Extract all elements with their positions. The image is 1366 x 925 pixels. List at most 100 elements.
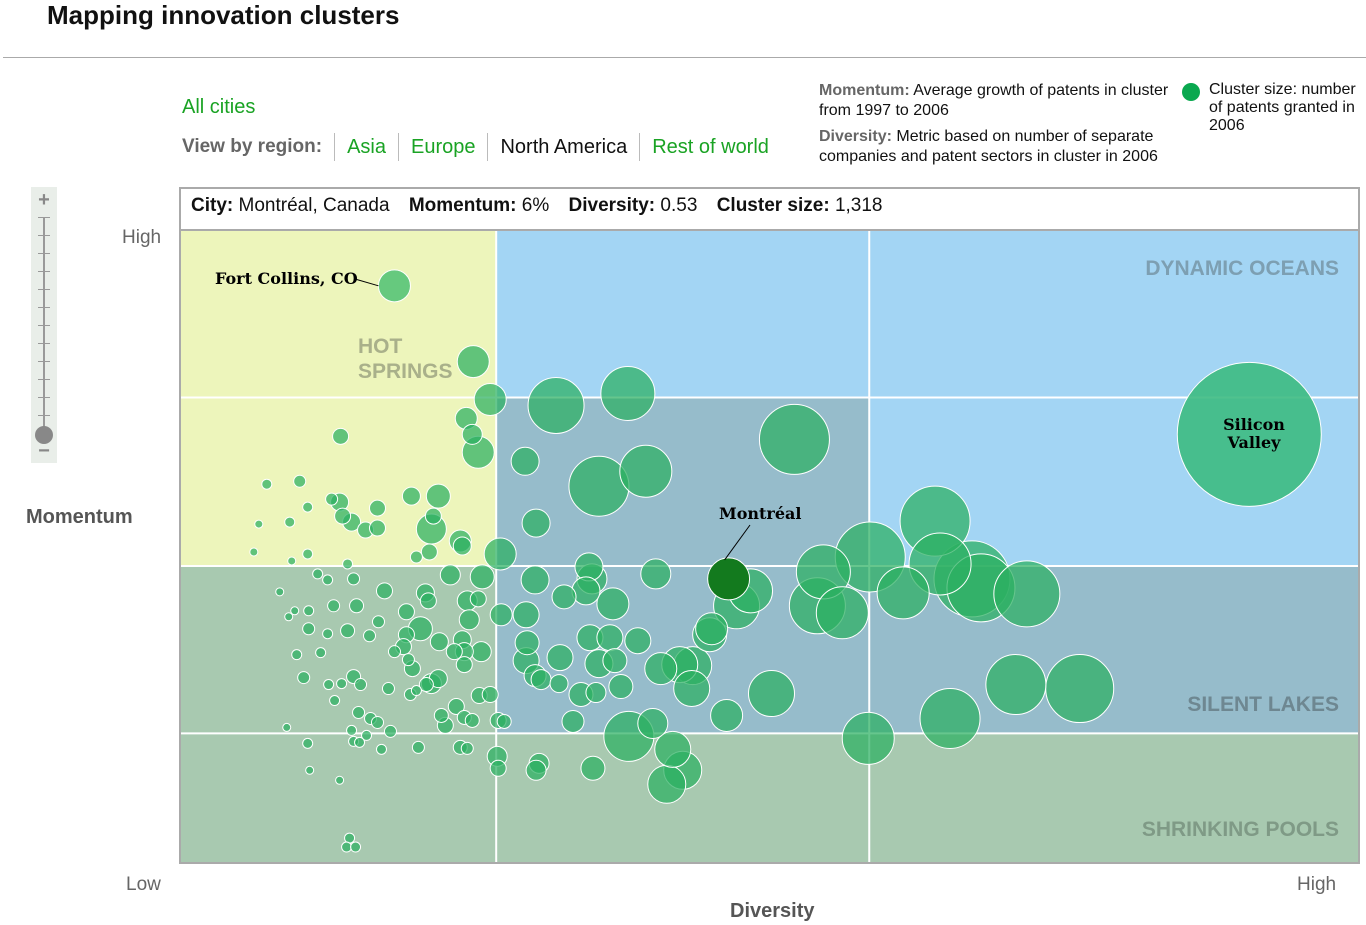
city-bubble[interactable] <box>815 586 869 640</box>
city-bubble[interactable] <box>297 671 311 685</box>
city-bubble[interactable] <box>561 709 585 733</box>
city-bubble[interactable] <box>249 547 259 557</box>
city-bubble[interactable] <box>335 775 345 785</box>
city-bubble[interactable] <box>349 598 365 614</box>
city-bubble[interactable] <box>469 564 495 590</box>
city-bubble[interactable] <box>346 724 358 736</box>
city-bubble[interactable] <box>758 403 830 475</box>
city-bubble[interactable] <box>447 697 465 715</box>
city-bubble[interactable] <box>334 507 352 525</box>
city-bubble[interactable] <box>322 628 334 640</box>
city-bubble[interactable] <box>546 644 574 672</box>
city-bubble[interactable] <box>327 599 341 613</box>
region-north-america[interactable]: North America <box>487 133 639 161</box>
city-bubble[interactable] <box>290 606 300 616</box>
city-bubble[interactable] <box>387 645 401 659</box>
city-bubble[interactable] <box>325 492 339 506</box>
city-bubble[interactable] <box>460 741 474 755</box>
city-bubble[interactable] <box>993 560 1061 628</box>
montreal-bubble[interactable] <box>707 557 751 601</box>
city-bubble[interactable] <box>464 712 480 728</box>
city-bubble[interactable] <box>371 615 385 629</box>
city-bubble[interactable] <box>282 722 292 732</box>
city-bubble[interactable] <box>336 678 348 690</box>
city-bubble[interactable] <box>375 582 393 600</box>
city-bubble[interactable] <box>571 576 601 606</box>
city-bubble[interactable] <box>496 713 512 729</box>
city-bubble[interactable] <box>673 670 711 708</box>
city-bubble[interactable] <box>275 587 285 597</box>
city-bubble[interactable] <box>644 652 678 686</box>
city-bubble[interactable] <box>841 711 895 765</box>
city-bubble[interactable] <box>520 565 550 595</box>
city-bubble[interactable] <box>619 444 673 498</box>
city-bubble[interactable] <box>600 365 656 421</box>
city-bubble[interactable] <box>647 764 687 804</box>
city-bubble[interactable] <box>375 743 387 755</box>
city-bubble[interactable] <box>305 765 315 775</box>
city-bubble[interactable] <box>608 674 634 700</box>
city-bubble[interactable] <box>303 605 315 617</box>
city-bubble[interactable] <box>383 724 397 738</box>
city-bubble[interactable] <box>312 568 324 580</box>
city-bubble[interactable] <box>429 632 449 652</box>
zoom-out-icon[interactable]: − <box>38 440 50 462</box>
city-bubble[interactable] <box>439 564 461 586</box>
city-bubble[interactable] <box>551 584 577 610</box>
zoom-handle[interactable] <box>35 426 53 444</box>
city-bubble[interactable] <box>291 649 303 661</box>
city-bubble[interactable] <box>401 486 421 506</box>
city-bubble[interactable] <box>458 609 480 631</box>
city-bubble[interactable] <box>461 423 483 445</box>
city-bubble[interactable] <box>654 730 692 768</box>
city-bubble[interactable] <box>332 427 350 445</box>
city-bubble[interactable] <box>411 740 425 754</box>
city-bubble[interactable] <box>347 572 361 586</box>
city-bubble[interactable] <box>350 841 362 853</box>
all-cities-link[interactable]: All cities <box>182 96 256 118</box>
city-bubble[interactable] <box>530 669 552 691</box>
fort-collins-bubble[interactable] <box>377 269 411 303</box>
city-bubble[interactable] <box>363 629 377 643</box>
city-bubble[interactable] <box>585 682 607 704</box>
city-bubble[interactable] <box>549 674 569 694</box>
city-bubble[interactable] <box>876 566 930 620</box>
city-bubble[interactable] <box>512 601 540 629</box>
city-bubble[interactable] <box>695 612 729 646</box>
city-bubble[interactable] <box>985 654 1047 716</box>
city-bubble[interactable] <box>596 624 624 652</box>
city-bubble[interactable] <box>368 519 386 537</box>
city-bubble[interactable] <box>420 543 438 561</box>
city-bubble[interactable] <box>315 647 327 659</box>
city-bubble[interactable] <box>418 677 434 693</box>
city-bubble[interactable] <box>354 736 366 748</box>
zoom-track[interactable] <box>43 217 45 432</box>
city-bubble[interactable] <box>425 483 451 509</box>
city-bubble[interactable] <box>354 678 368 692</box>
city-bubble[interactable] <box>254 519 264 529</box>
city-bubble[interactable] <box>1045 654 1115 724</box>
city-bubble[interactable] <box>637 707 669 739</box>
city-bubble[interactable] <box>919 687 981 749</box>
city-bubble[interactable] <box>302 737 314 749</box>
city-bubble[interactable] <box>409 550 423 564</box>
region-rest-of-world[interactable]: Rest of world <box>639 133 781 161</box>
city-bubble[interactable] <box>489 603 513 627</box>
city-bubble[interactable] <box>368 499 386 517</box>
city-bubble[interactable] <box>352 705 366 719</box>
city-bubble[interactable] <box>469 590 487 608</box>
city-bubble[interactable] <box>489 759 507 777</box>
city-bubble[interactable] <box>419 592 437 610</box>
city-bubble[interactable] <box>596 587 630 621</box>
city-bubble[interactable] <box>433 707 449 723</box>
city-bubble[interactable] <box>323 679 335 691</box>
city-bubble[interactable] <box>287 556 297 566</box>
city-bubble[interactable] <box>445 643 463 661</box>
region-europe[interactable]: Europe <box>397 133 488 161</box>
city-bubble[interactable] <box>456 345 490 379</box>
city-bubble[interactable] <box>293 474 307 488</box>
city-bubble[interactable] <box>424 507 442 525</box>
city-bubble[interactable] <box>514 630 540 656</box>
region-asia[interactable]: Asia <box>334 133 398 161</box>
